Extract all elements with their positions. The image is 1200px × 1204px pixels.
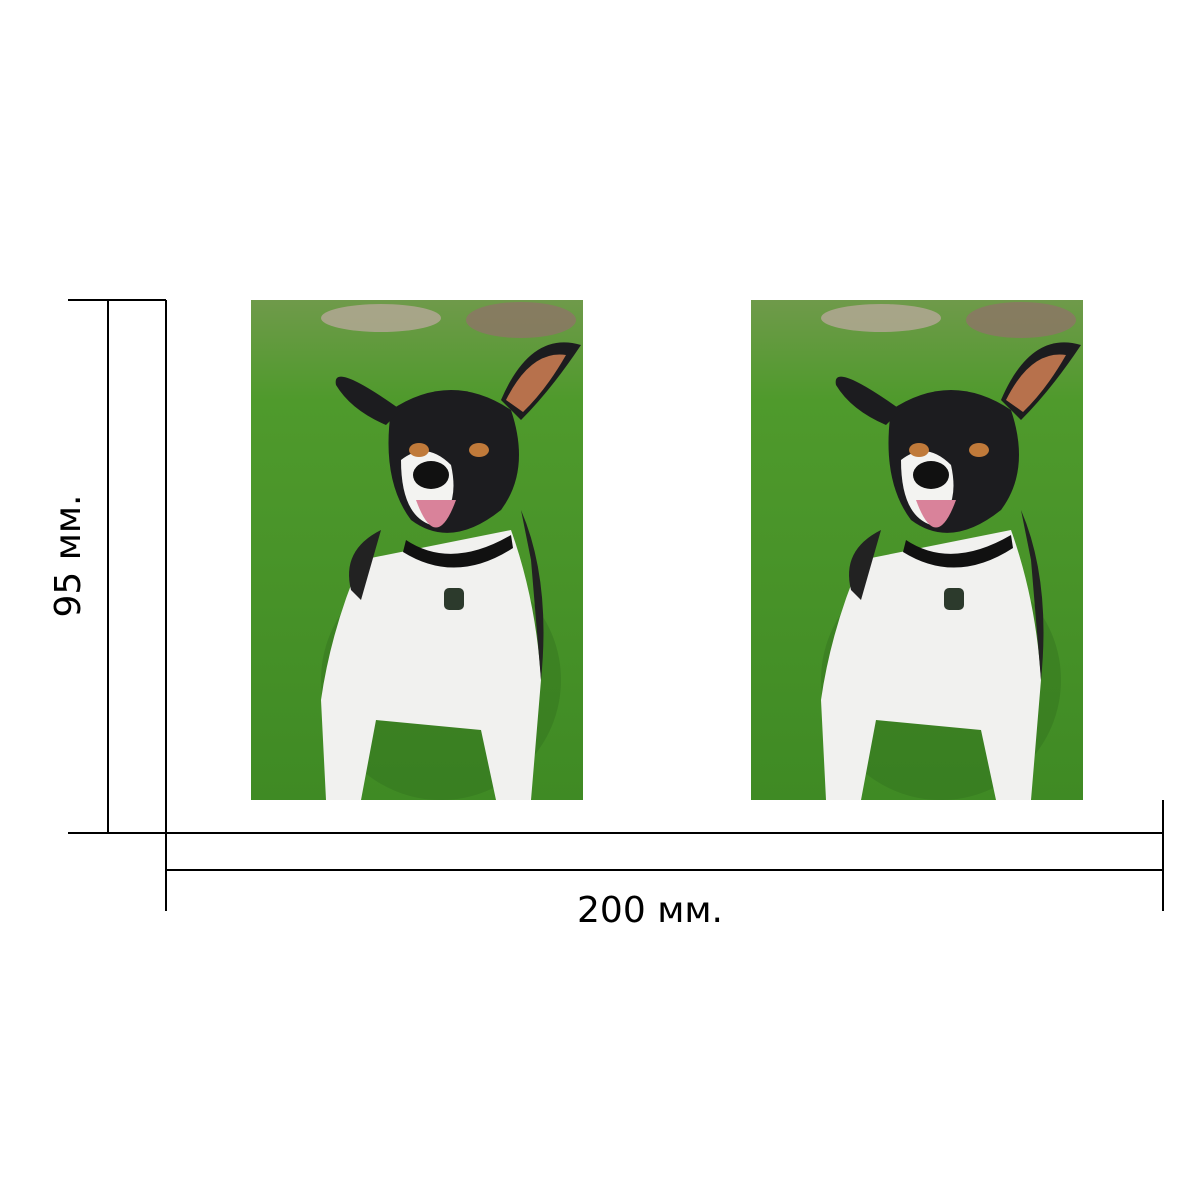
height-label: 95 мм. bbox=[48, 494, 89, 617]
product-photo bbox=[751, 300, 1083, 800]
product-photo bbox=[251, 300, 583, 800]
width-label: 200 мм. bbox=[577, 890, 723, 931]
